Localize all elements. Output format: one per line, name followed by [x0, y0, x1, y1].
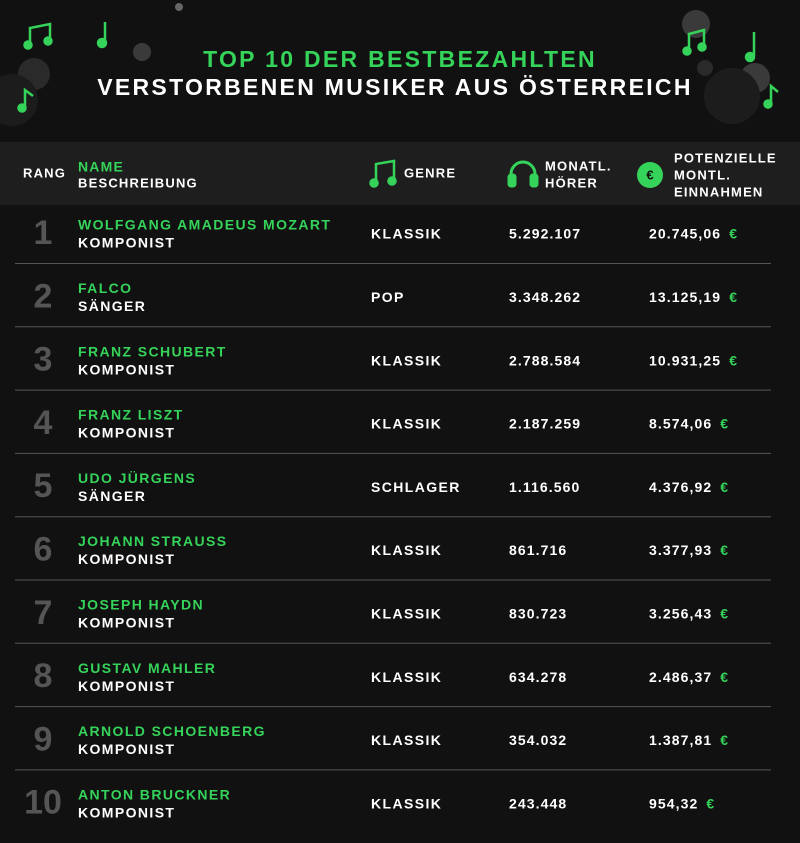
rank: 8: [34, 657, 53, 695]
genre: KLASSIK: [371, 226, 442, 242]
currency: €: [720, 669, 728, 685]
description: KOMPONIST: [78, 235, 175, 251]
listeners: 830.723: [509, 606, 567, 622]
music-notes: [17, 22, 779, 113]
rank: 6: [34, 530, 53, 568]
rank: 7: [34, 594, 53, 632]
description: KOMPONIST: [78, 361, 175, 377]
description: KOMPONIST: [78, 615, 175, 631]
earnings: 4.376,92: [649, 479, 712, 495]
genre: KLASSIK: [371, 606, 442, 622]
genre: POP: [371, 289, 405, 305]
listeners: 2.187.259: [509, 416, 581, 432]
earnings: 10.931,25: [649, 352, 721, 368]
artist-name: ANTON BRUCKNER: [78, 786, 231, 802]
earnings: 13.125,19: [649, 289, 721, 305]
listeners: 354.032: [509, 732, 567, 748]
earnings: 2.486,37: [649, 669, 712, 685]
currency: €: [720, 732, 728, 748]
artist-name: FRANZ LISZT: [78, 407, 184, 423]
listeners: 243.448: [509, 795, 567, 811]
currency: €: [720, 606, 728, 622]
col-listeners: HÖRER: [545, 175, 598, 190]
artist-name: GUSTAV MAHLER: [78, 660, 216, 676]
description: KOMPONIST: [78, 741, 175, 757]
listeners: 634.278: [509, 669, 567, 685]
earnings: 3.377,93: [649, 542, 712, 558]
earnings: 1.387,81: [649, 732, 712, 748]
genre: KLASSIK: [371, 795, 442, 811]
headphones-icon: [507, 160, 539, 188]
currency: €: [706, 795, 714, 811]
currency: €: [729, 352, 737, 368]
description: KOMPONIST: [78, 678, 175, 694]
col-name: NAME: [78, 159, 124, 175]
currency: €: [720, 542, 728, 558]
euro-icon-symbol: €: [646, 167, 653, 182]
currency: €: [720, 479, 728, 495]
euro-icon: [637, 162, 663, 188]
listeners: 1.116.560: [509, 479, 580, 495]
currency: €: [729, 289, 737, 305]
genre: KLASSIK: [371, 542, 442, 558]
artist-name: FRANZ SCHUBERT: [78, 343, 227, 359]
artist-name: JOHANN STRAUSS: [78, 533, 228, 549]
listeners: 3.348.262: [509, 289, 581, 305]
earnings: 20.745,06: [649, 226, 721, 242]
description: SÄNGER: [78, 298, 146, 314]
rank: 3: [34, 341, 53, 379]
currency: €: [729, 226, 737, 242]
listeners: 5.292.107: [509, 226, 581, 242]
genre: KLASSIK: [371, 732, 442, 748]
earnings: 954,32: [649, 795, 698, 811]
rank: 4: [34, 404, 53, 442]
col-rank: RANG: [23, 165, 66, 180]
description: SÄNGER: [78, 488, 146, 504]
rank: 10: [24, 784, 62, 822]
col-listeners: MONATL.: [545, 158, 612, 173]
genre: KLASSIK: [371, 669, 442, 685]
rank: 5: [34, 467, 53, 505]
col-description: BESCHREIBUNG: [78, 175, 198, 190]
col-earnings: POTENZIELLE: [674, 150, 777, 165]
artist-name: JOSEPH HAYDN: [78, 597, 204, 613]
rank: 1: [34, 214, 53, 252]
rank: 9: [34, 720, 53, 758]
description: KOMPONIST: [78, 804, 175, 820]
col-genre: GENRE: [404, 165, 456, 180]
title-line1: TOP 10 DER BESTBEZAHLTEN: [203, 46, 597, 72]
col-earnings: EINNAHMEN: [674, 184, 764, 199]
col-earnings: MONTL.: [674, 167, 731, 182]
genre-icon: [369, 159, 397, 188]
artist-name: WOLFGANG AMADEUS MOZART: [78, 217, 331, 233]
description: KOMPONIST: [78, 551, 175, 567]
artist-name: FALCO: [78, 280, 132, 296]
listeners: 861.716: [509, 542, 567, 558]
genre: KLASSIK: [371, 352, 442, 368]
genre: SCHLAGER: [371, 479, 461, 495]
description: KOMPONIST: [78, 425, 175, 441]
header-band: [0, 142, 800, 205]
rank: 2: [34, 277, 53, 315]
currency: €: [720, 416, 728, 432]
genre: KLASSIK: [371, 416, 442, 432]
artist-name: ARNOLD SCHOENBERG: [78, 723, 266, 739]
earnings: 8.574,06: [649, 416, 712, 432]
title-line2: VERSTORBENEN MUSIKER AUS ÖSTERREICH: [97, 74, 693, 100]
earnings: 3.256,43: [649, 606, 712, 622]
listeners: 2.788.584: [509, 352, 581, 368]
artist-name: UDO JÜRGENS: [78, 470, 196, 486]
